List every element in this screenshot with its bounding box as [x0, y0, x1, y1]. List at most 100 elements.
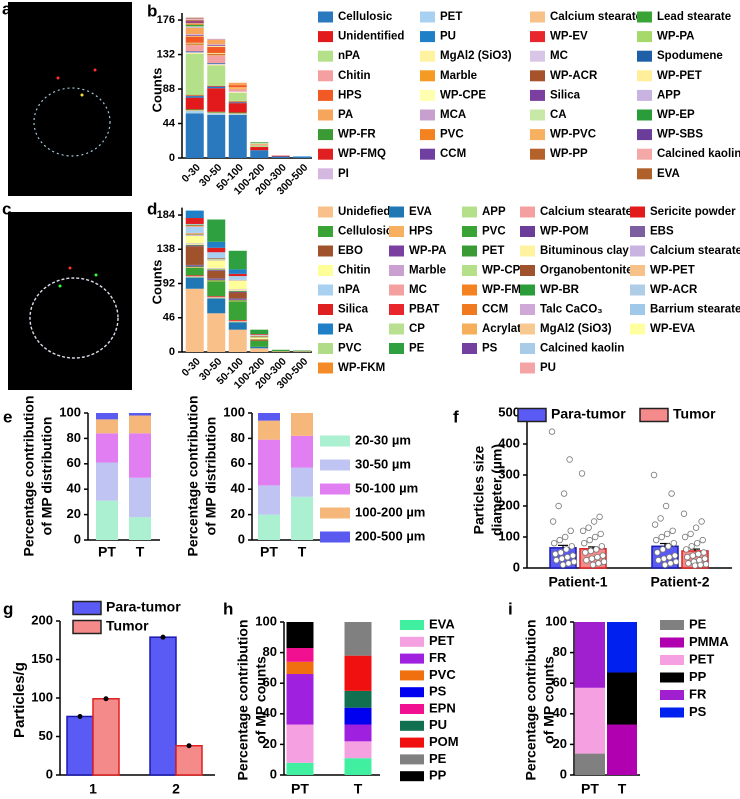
y-axis-label: of MP counts: [541, 656, 557, 744]
bar-segment: [185, 267, 204, 276]
bar-segment: [207, 296, 226, 298]
legend-swatch: [462, 206, 477, 218]
bar-segment: [228, 101, 247, 103]
legend-label: PS: [429, 684, 447, 699]
y-tick-label: 20: [263, 736, 277, 751]
data-point: [556, 536, 563, 544]
data-point: [549, 518, 557, 525]
bar-segment: [607, 724, 637, 775]
data-point: [681, 533, 689, 541]
data-point: [660, 555, 668, 562]
bar-segment: [228, 89, 247, 92]
legend-swatch: [420, 50, 435, 62]
bar-segment: [185, 94, 204, 96]
bar-segment: [228, 112, 247, 114]
y-tick-label: 60: [263, 675, 277, 690]
legend-swatch: [462, 304, 477, 315]
y-tick-label: 88: [163, 83, 175, 95]
legend-swatch: [72, 600, 102, 616]
bar-segment: [258, 485, 280, 515]
legend-label: PET: [482, 245, 504, 257]
bar-segment: [228, 82, 247, 86]
y-tick-label: 400: [498, 435, 520, 450]
bar-segment: [185, 27, 204, 28]
bar-segment: [185, 244, 204, 246]
legend-label: WP-EV: [550, 31, 588, 43]
bar-segment: [258, 439, 280, 486]
legend-swatch: [420, 148, 435, 160]
legend-label: Silica: [550, 89, 581, 101]
data-point: [564, 553, 571, 561]
legend-label: APP: [657, 89, 681, 101]
legend-label: WP-PP: [550, 148, 588, 160]
bar-segment: [185, 21, 204, 23]
bar-segment: [185, 36, 204, 43]
y-axis-label: Counts: [149, 68, 164, 113]
bar: [175, 744, 203, 776]
bar-segment: [344, 724, 372, 742]
legend-label: Para-tumor: [106, 599, 181, 615]
bar-segment: [207, 46, 226, 53]
data-point: [560, 490, 568, 497]
y-tick-label: 0: [74, 531, 81, 546]
bar-segment: [185, 232, 204, 234]
bar-segment: [207, 63, 226, 65]
data-point: [657, 515, 664, 522]
bar-segment: [575, 753, 605, 775]
y-tick-label: 80: [231, 430, 245, 445]
legend-label: Silica: [338, 304, 369, 316]
legend-label: PET: [689, 651, 714, 666]
legend-label: Tumor: [106, 618, 149, 634]
bar-segment: [286, 661, 314, 675]
y-tick-label: 176: [157, 14, 175, 26]
bar-segment: [185, 246, 204, 265]
panel-letter: a: [2, 0, 12, 18]
legend-swatch: [400, 653, 424, 664]
legend-label: Unidentified: [338, 31, 404, 43]
bar-segment: [250, 143, 269, 145]
legend-label: Tumor: [673, 406, 716, 422]
legend-swatch: [400, 720, 424, 731]
particle: [93, 68, 97, 72]
legend-label: Sericite powder: [650, 206, 736, 218]
legend-label: Bituminous clay: [540, 245, 629, 257]
legend-swatch: [389, 323, 404, 335]
legend-swatch: [318, 11, 333, 23]
legend-swatch: [320, 459, 350, 471]
bar-segment: [344, 758, 372, 775]
bar-segment: [185, 234, 204, 236]
legend-label: WP-EVA: [650, 323, 695, 335]
bar: [66, 715, 94, 776]
legend-swatch: [318, 168, 333, 180]
legend-label: 50-100 µm: [355, 480, 418, 495]
legend-label: WP-EP: [657, 109, 695, 121]
bar-segment: [286, 622, 314, 649]
bar-segment: [293, 351, 312, 352]
bar: [149, 636, 177, 776]
data-point: [578, 470, 586, 477]
bar-segment: [185, 17, 204, 19]
bar-segment: [607, 672, 637, 725]
y-tick-label: 44: [163, 117, 176, 129]
bar-segment: [228, 103, 247, 113]
data-point: [700, 549, 707, 556]
bar-segment: [207, 267, 226, 269]
legend-label: MC: [550, 50, 568, 62]
legend-swatch: [530, 148, 545, 160]
value-dot: [77, 713, 83, 719]
bar-segment: [207, 296, 226, 297]
legend-swatch: [400, 620, 424, 630]
bar-segment: [129, 433, 151, 478]
legend-label: PVC: [440, 129, 464, 141]
bar-segment: [250, 335, 269, 337]
bar-segment: [575, 687, 605, 754]
legend-swatch: [400, 670, 424, 681]
bar-segment: [185, 288, 204, 352]
data-point: [672, 558, 680, 565]
bar-segment: [250, 337, 269, 338]
y-tick-label: 0: [238, 531, 245, 546]
image-a: [8, 2, 132, 196]
bar-segment: [207, 298, 226, 314]
bar-segment: [228, 114, 247, 158]
x-tick-label: Patient-2: [650, 574, 709, 590]
